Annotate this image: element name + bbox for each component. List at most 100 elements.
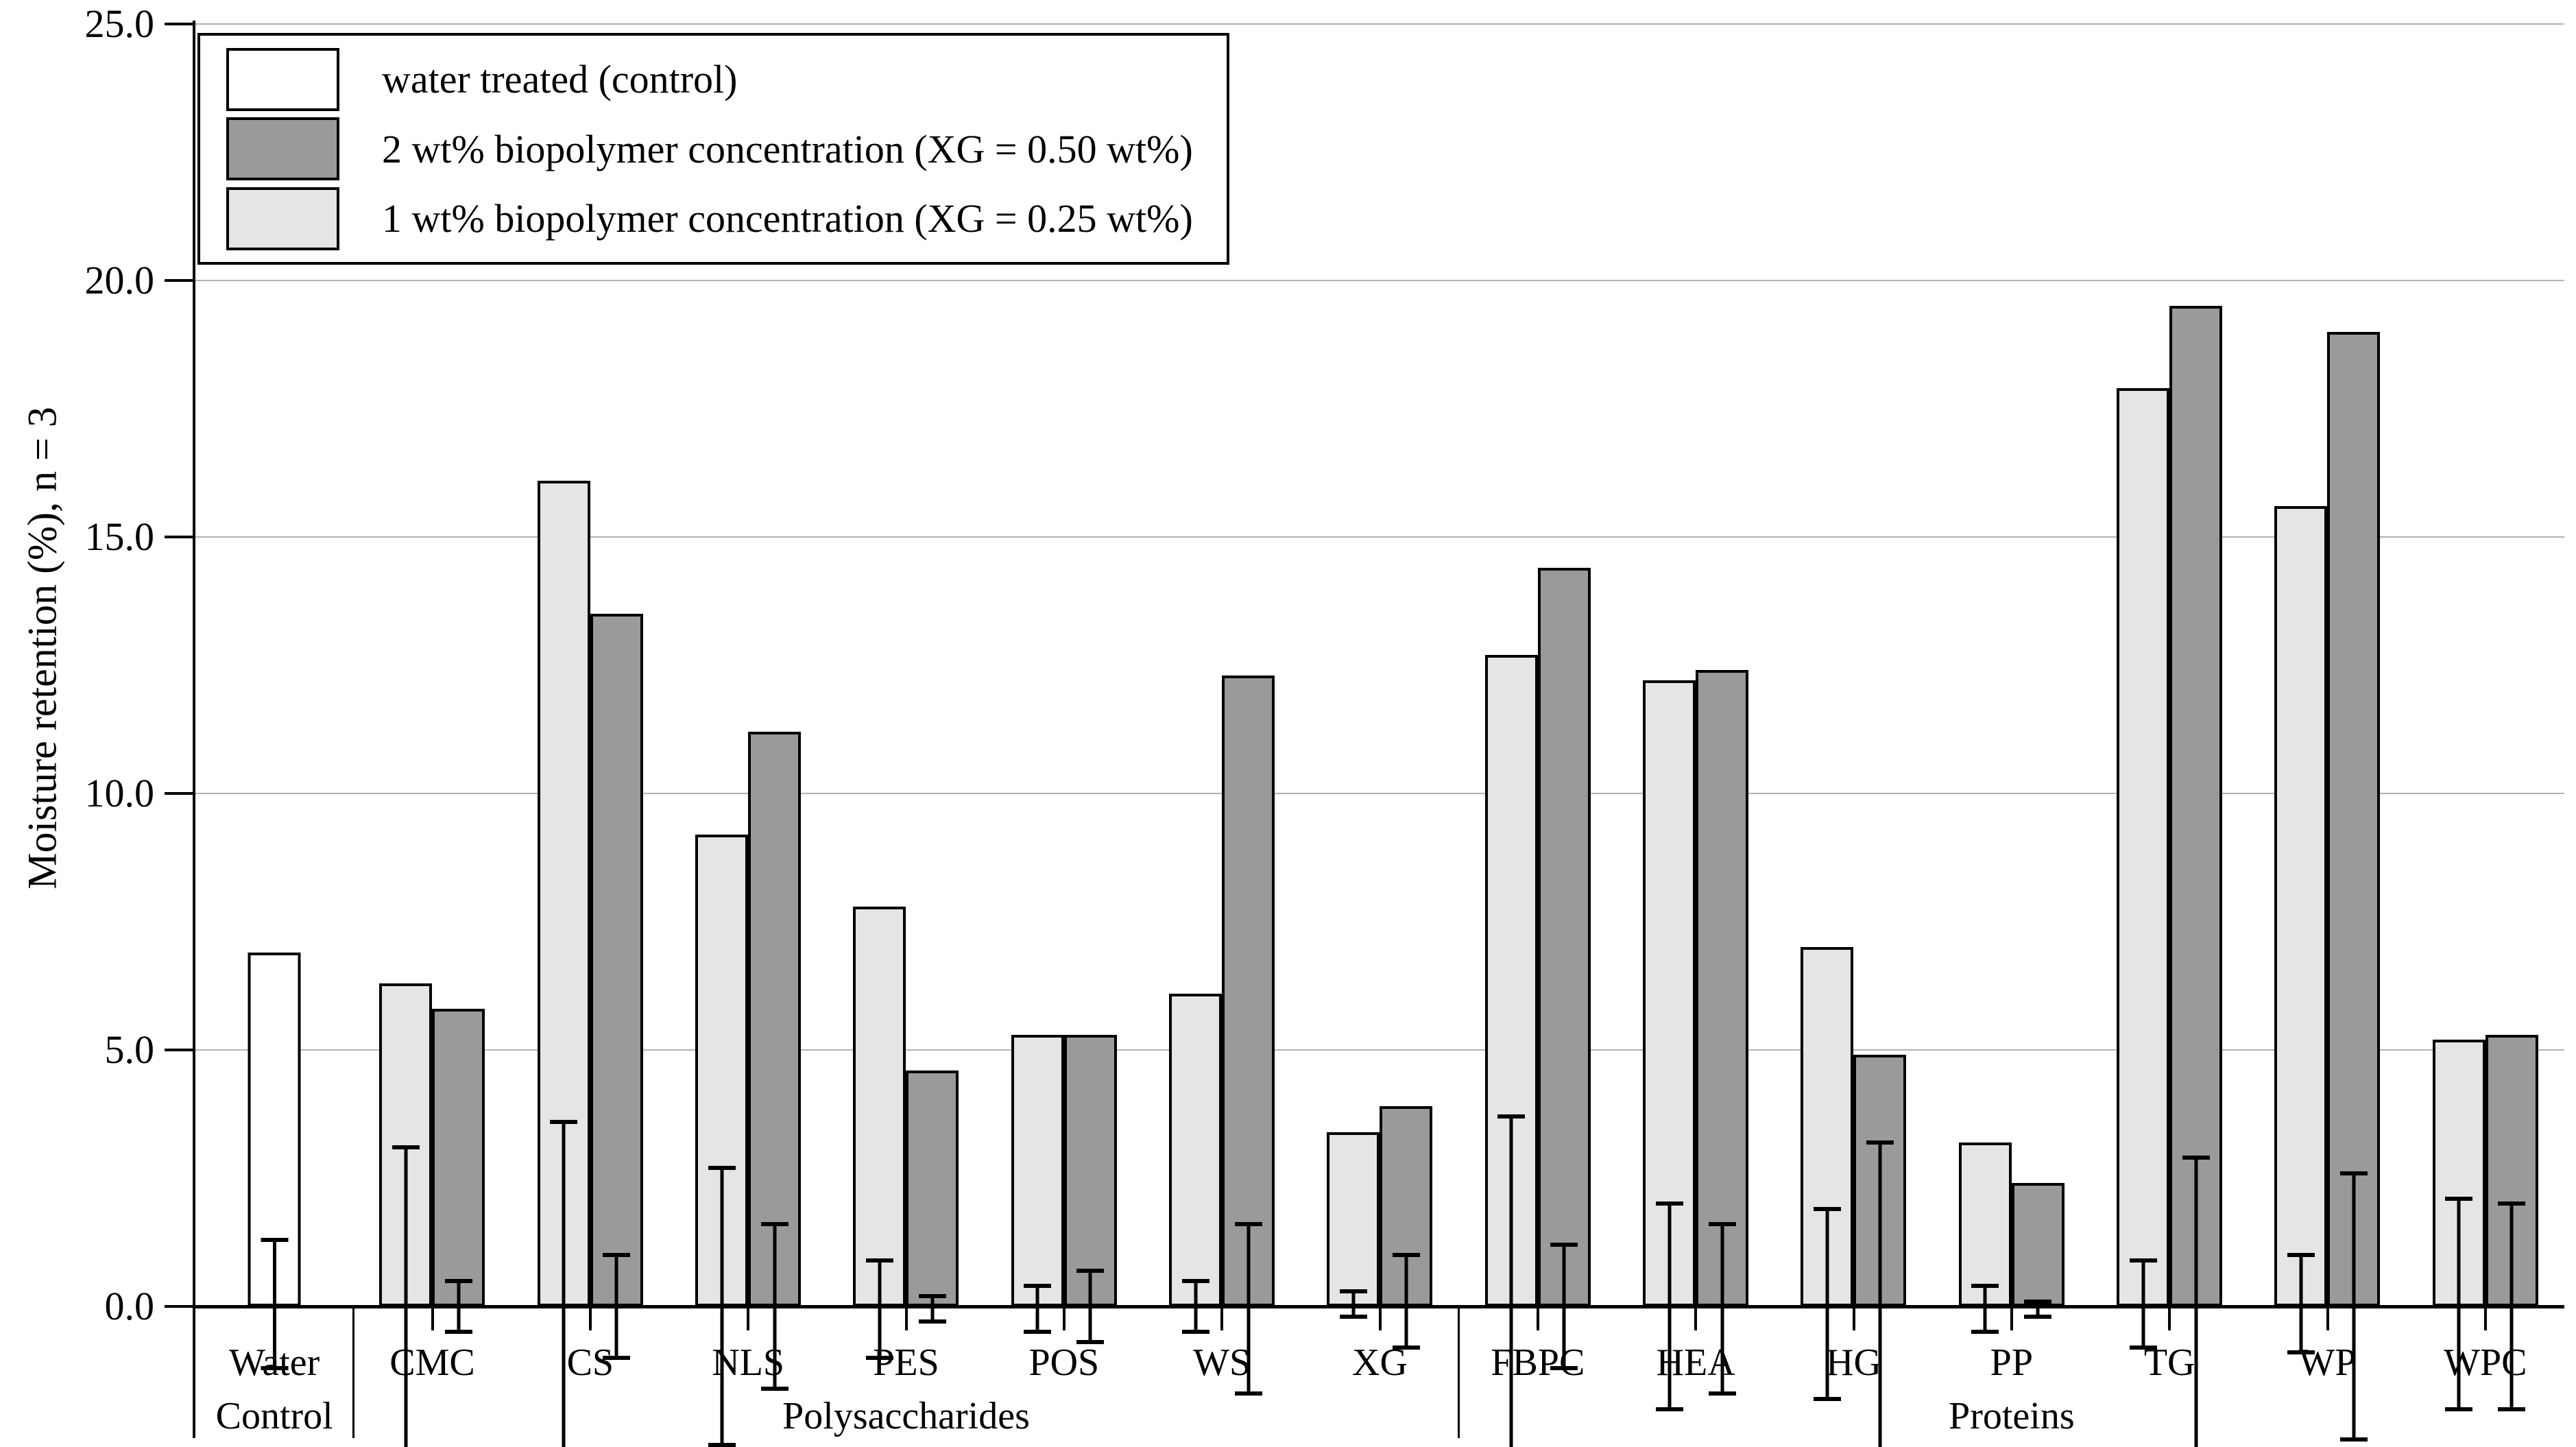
- error-bar-cap-bottom: [2287, 1350, 2315, 1355]
- x-tick-mark-ws: [1220, 1308, 1224, 1330]
- error-bar-cap-top: [2498, 1201, 2526, 1206]
- category-label-pos: POS: [1028, 1341, 1100, 1384]
- category-slot-pes: [827, 24, 985, 1360]
- error-bar-cap-top: [1392, 1253, 1420, 1258]
- category-label-hea: HEA: [1656, 1341, 1735, 1384]
- bar-cmc-2-wt-: [432, 1009, 485, 1335]
- bar-pair: [1327, 1106, 1433, 1350]
- error-bar-cap-top: [1339, 1289, 1367, 1293]
- bar-wp-1-wt-: [2274, 506, 2328, 1355]
- x-tick-mark-wpc: [2483, 1308, 2487, 1330]
- category-slot-fbpc: [1459, 24, 1617, 1447]
- gridline-10: [195, 793, 2564, 794]
- error-bar-cap-bottom: [865, 1355, 893, 1360]
- legend-swatch-0: [226, 47, 339, 111]
- x-tick-mark-pp: [2010, 1308, 2013, 1330]
- bar-ws-2-wt-: [1222, 675, 1275, 1396]
- bar-pos-1-wt-: [1011, 1034, 1064, 1335]
- category-slot-ws: [1143, 24, 1301, 1396]
- error-bar-line: [2036, 1301, 2040, 1317]
- legend-swatch-1: [226, 117, 339, 180]
- y-tick-mark-0: [165, 1305, 195, 1308]
- error-bar-cap-bottom: [1392, 1345, 1420, 1350]
- category-slot-cs: [511, 24, 669, 1447]
- error-bar-line: [2141, 1260, 2145, 1348]
- bar-ws-1-wt-: [1169, 993, 1223, 1335]
- error-bar-cap-top: [444, 1278, 472, 1283]
- error-bar-cap-bottom: [2024, 1314, 2052, 1319]
- error-bar-cap-bottom: [261, 1365, 289, 1370]
- bar-pair: [248, 952, 301, 1370]
- y-tick-label-0: 0.0: [104, 1284, 155, 1328]
- error-bar-line: [272, 1239, 276, 1368]
- error-bar-cap-top: [1234, 1222, 1262, 1227]
- bar-hea-1-wt-: [1643, 680, 1696, 1411]
- legend-swatch-2: [226, 187, 339, 250]
- error-bar-line: [562, 1121, 566, 1447]
- bar-fbpc-1-wt-: [1484, 655, 1538, 1447]
- error-bar-cap-bottom: [444, 1330, 472, 1335]
- error-bar-cap-top: [1655, 1201, 1683, 1206]
- category-slot-xg: [1301, 24, 1458, 1350]
- bar-wpc-2-wt-: [2485, 1034, 2538, 1411]
- error-bar-cap-bottom: [2339, 1437, 2368, 1442]
- bar-pair: [1169, 675, 1275, 1396]
- y-tick-label-5: 5.0: [104, 1027, 155, 1072]
- category-label-cs: CS: [566, 1341, 614, 1384]
- bar-pair: [1484, 567, 1591, 1447]
- x-tick-mark-pes: [904, 1308, 908, 1330]
- bar-fbpc-2-wt-: [1537, 567, 1591, 1370]
- category-slot-hg: [1774, 24, 1932, 1447]
- error-bar-line: [2457, 1198, 2461, 1409]
- category-slot-nls: [669, 24, 827, 1447]
- category-label-ws: WS: [1193, 1341, 1251, 1384]
- bar-pes-1-wt-: [853, 906, 906, 1360]
- category-label-fbpc: FBPC: [1491, 1341, 1585, 1384]
- x-tick-mark-hg: [1852, 1308, 1855, 1330]
- error-bar-line: [1247, 1224, 1251, 1394]
- bar-pair: [537, 480, 643, 1447]
- error-bar-line: [2299, 1255, 2303, 1353]
- error-bar-cap-bottom: [1076, 1340, 1105, 1345]
- bar-wpc-1-wt-: [2432, 1040, 2485, 1411]
- category-label-water-control: Water Control: [215, 1341, 333, 1437]
- error-bar-cap-top: [2445, 1196, 2473, 1201]
- x-tick-mark-pos: [1062, 1308, 1066, 1330]
- error-bar-cap-bottom: [1813, 1396, 1841, 1401]
- group-label-proteins: Proteins: [1949, 1395, 2075, 1437]
- error-bar-cap-top: [1076, 1268, 1105, 1273]
- legend-item-0: water treated (control): [200, 47, 1227, 111]
- bar-tg-2-wt-: [2169, 306, 2223, 1447]
- category-slot-hea: [1617, 24, 1774, 1411]
- bar-cs-2-wt-: [590, 614, 643, 1360]
- x-tick-mark-wp: [2326, 1308, 2329, 1330]
- x-tick-mark-water-control: [273, 1308, 276, 1330]
- error-bar-cap-top: [1866, 1140, 1894, 1145]
- bar-pair: [1801, 947, 1907, 1447]
- bar-pair: [2117, 306, 2223, 1447]
- error-bar-cap-bottom: [1655, 1407, 1683, 1411]
- error-bar-cap-top: [2287, 1253, 2315, 1258]
- category-slot-pp: [1933, 24, 2091, 1335]
- bar-pair: [2432, 1034, 2538, 1411]
- bar-pp-2-wt-: [2011, 1183, 2065, 1319]
- bar-xg-2-wt-: [1380, 1106, 1433, 1350]
- bar-nls-2-wt-: [748, 732, 802, 1391]
- error-bar-cap-bottom: [2129, 1345, 2157, 1350]
- y-tick-mark-20: [165, 279, 195, 282]
- error-bar-line: [1825, 1208, 1829, 1399]
- error-bar-line: [878, 1260, 882, 1358]
- error-bar-cap-bottom: [1971, 1330, 1999, 1335]
- gridline-5: [195, 1049, 2564, 1051]
- bar-nls-1-wt-: [695, 834, 749, 1447]
- error-bar-cap-top: [261, 1237, 289, 1242]
- error-bar-cap-top: [865, 1258, 893, 1263]
- group-separator: [1458, 1306, 1460, 1438]
- error-bar-cap-bottom: [708, 1442, 736, 1447]
- bar-pp-1-wt-: [1958, 1142, 2012, 1335]
- bar-xg-1-wt-: [1327, 1132, 1380, 1319]
- x-tick-mark-nls: [747, 1308, 750, 1330]
- legend-item-2: 1 wt% biopolymer concentration (XG = 0.2…: [200, 187, 1227, 250]
- x-axis-line: [193, 1305, 2564, 1308]
